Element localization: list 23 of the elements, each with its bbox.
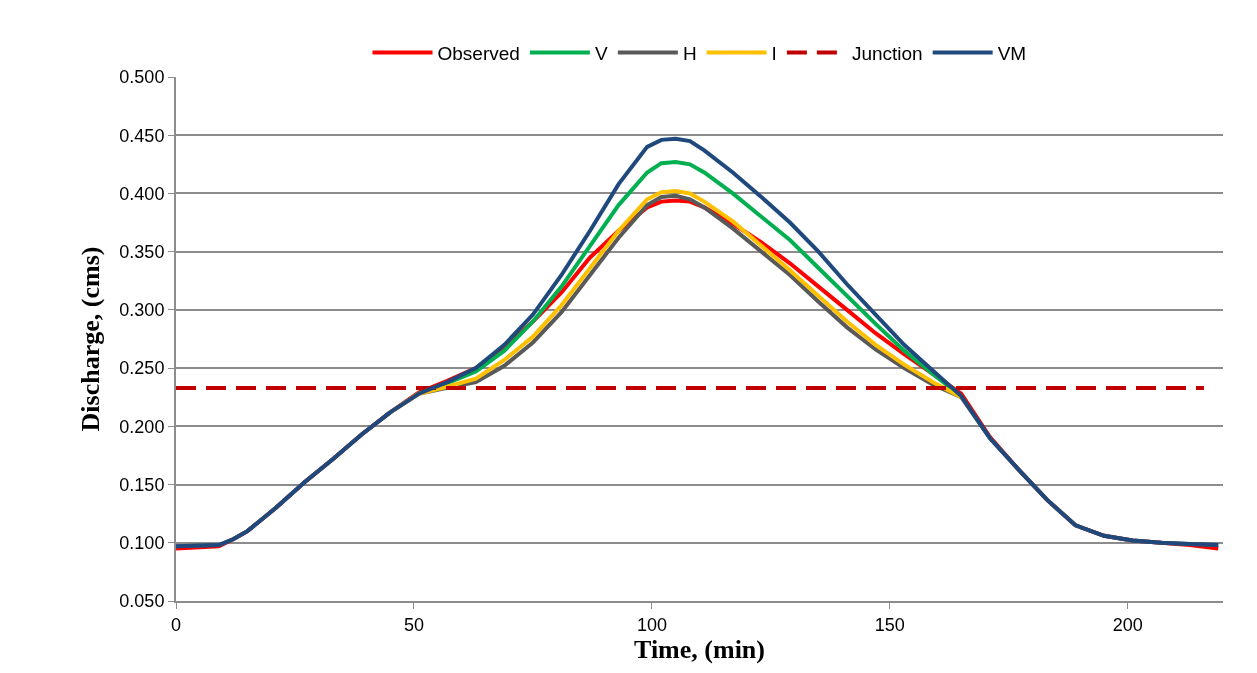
y-tick-label: 0.050 [119, 591, 165, 612]
y-tick-label: 0.100 [119, 533, 165, 554]
legend-label: H [682, 43, 697, 65]
legend-label: VM [997, 43, 1027, 65]
legend-label: Junction [851, 43, 923, 65]
y-axis-title: Discharge, (cms) [76, 246, 106, 432]
y-tick-label: 0.500 [119, 67, 165, 88]
legend-label: Observed [437, 43, 520, 65]
y-tick-label: 0.400 [119, 183, 165, 204]
x-tick-label: 100 [636, 614, 667, 635]
legend-label: V [594, 43, 608, 65]
x-tick-label: 200 [1112, 614, 1143, 635]
y-tick-label: 0.150 [119, 474, 165, 495]
legend-label: I [771, 43, 777, 65]
y-tick-label: 0.200 [119, 416, 165, 437]
x-axis-title: Time, (min) [634, 634, 765, 664]
y-tick-label: 0.250 [119, 358, 165, 379]
y-tick-label: 0.350 [119, 241, 165, 262]
x-tick-label: 0 [170, 614, 182, 635]
y-tick-label: 0.300 [119, 300, 165, 321]
x-tick-label: 150 [874, 614, 905, 635]
x-tick-label: 50 [403, 614, 424, 635]
y-tick-label: 0.450 [119, 125, 165, 146]
